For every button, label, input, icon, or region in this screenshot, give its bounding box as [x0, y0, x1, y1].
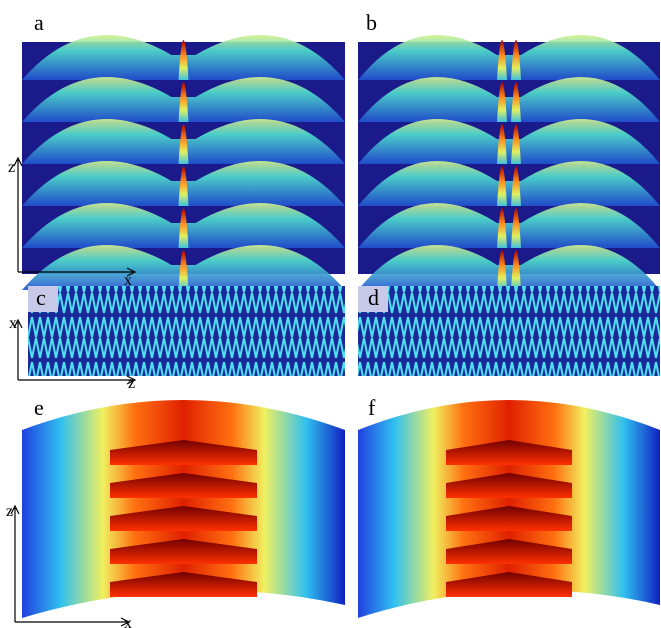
panel-label: c: [36, 285, 46, 310]
figure: a b c d e f z x x z z x: [0, 0, 661, 628]
top-view: [358, 286, 660, 376]
axis-label: z: [8, 159, 15, 176]
axis-label: z: [128, 375, 135, 392]
panel-label: b: [366, 10, 377, 35]
axis-label: x: [124, 615, 132, 628]
axis-label: x: [124, 272, 132, 289]
axis-label: x: [9, 315, 17, 332]
surface-ridge: [358, 35, 660, 80]
top-view: [28, 286, 345, 376]
panel-label: e: [34, 395, 44, 420]
panel-label: a: [34, 10, 44, 35]
axis-label: z: [6, 503, 13, 520]
panel-graphics: [22, 35, 660, 618]
panel-label: f: [368, 395, 376, 420]
panel-label: d: [368, 285, 379, 310]
